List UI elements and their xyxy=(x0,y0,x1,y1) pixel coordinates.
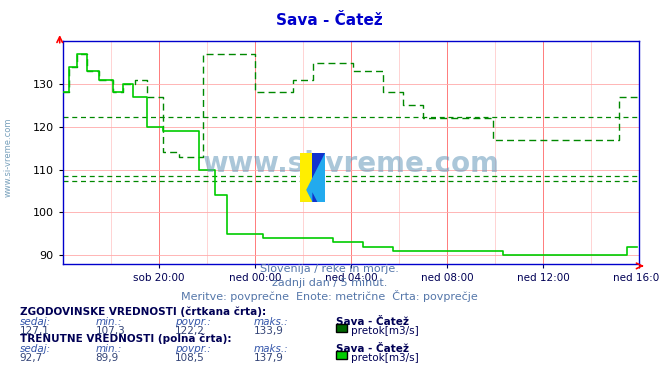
Text: 133,9: 133,9 xyxy=(254,326,283,336)
Text: pretok[m3/s]: pretok[m3/s] xyxy=(351,353,418,363)
Bar xyxy=(312,153,325,202)
Text: Slovenija / reke in morje.: Slovenija / reke in morje. xyxy=(260,264,399,274)
Text: TRENUTNE VREDNOSTI (polna črta):: TRENUTNE VREDNOSTI (polna črta): xyxy=(20,334,231,344)
Polygon shape xyxy=(312,192,318,202)
Text: 127,1: 127,1 xyxy=(20,326,49,336)
Text: povpr.:: povpr.: xyxy=(175,344,210,354)
Polygon shape xyxy=(300,153,325,202)
Text: 92,7: 92,7 xyxy=(20,353,43,363)
Text: Meritve: povprečne  Enote: metrične  Črta: povprečje: Meritve: povprečne Enote: metrične Črta:… xyxy=(181,290,478,302)
Text: maks.:: maks.: xyxy=(254,318,289,327)
Text: Sava - Čatež: Sava - Čatež xyxy=(336,344,409,354)
Text: min.:: min.: xyxy=(96,318,122,327)
Text: 122,2: 122,2 xyxy=(175,326,204,336)
Text: maks.:: maks.: xyxy=(254,344,289,354)
Text: zadnji dan / 5 minut.: zadnji dan / 5 minut. xyxy=(272,279,387,288)
Bar xyxy=(300,153,312,202)
Text: ZGODOVINSKE VREDNOSTI (črtkana črta):: ZGODOVINSKE VREDNOSTI (črtkana črta): xyxy=(20,306,266,317)
Text: Sava - Čatež: Sava - Čatež xyxy=(336,318,409,327)
Text: pretok[m3/s]: pretok[m3/s] xyxy=(351,326,418,336)
Text: povpr.:: povpr.: xyxy=(175,318,210,327)
Text: www.si-vreme.com: www.si-vreme.com xyxy=(3,117,13,197)
Text: 137,9: 137,9 xyxy=(254,353,283,363)
Text: sedaj:: sedaj: xyxy=(20,344,51,354)
Text: sedaj:: sedaj: xyxy=(20,318,51,327)
Text: 108,5: 108,5 xyxy=(175,353,204,363)
Text: min.:: min.: xyxy=(96,344,122,354)
Polygon shape xyxy=(300,178,312,202)
Text: 107,3: 107,3 xyxy=(96,326,125,336)
Text: 89,9: 89,9 xyxy=(96,353,119,363)
Text: Sava - Čatež: Sava - Čatež xyxy=(276,13,383,28)
Text: www.si-vreme.com: www.si-vreme.com xyxy=(202,150,500,178)
